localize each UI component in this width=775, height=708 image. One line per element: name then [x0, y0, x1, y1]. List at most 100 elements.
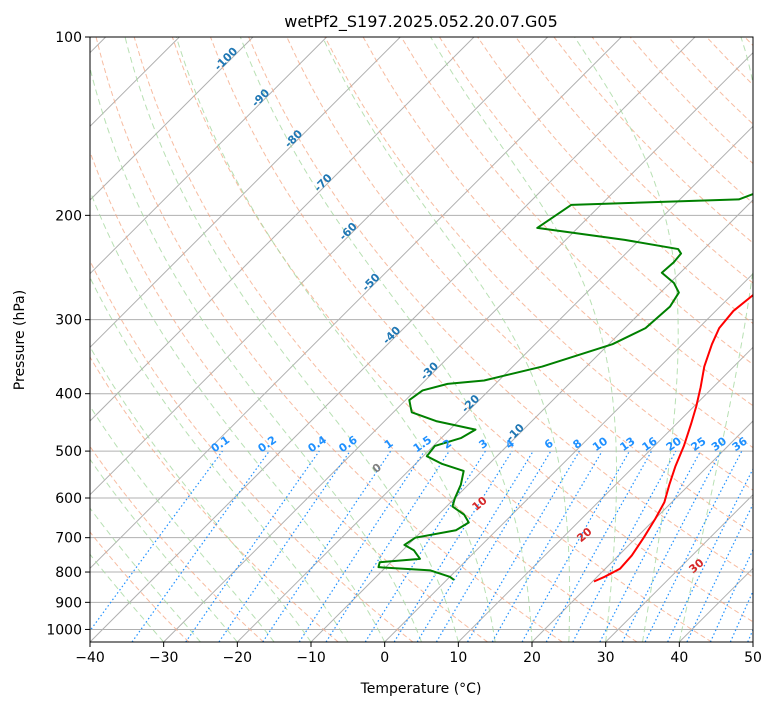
dry-adiabat-line: [515, 37, 753, 284]
isotherm-line: [90, 37, 622, 570]
moist-adiabat-line: [239, 37, 533, 642]
moist-adiabat-line: [90, 189, 386, 642]
dry-adiabat-line: [90, 531, 190, 642]
isotherm-line: [90, 37, 254, 201]
y-tick-label: 900: [55, 595, 82, 611]
mixing-ratio-line: [325, 450, 450, 642]
dry-adiabat-label: 30: [686, 556, 706, 576]
isotherm-line: [90, 37, 475, 422]
mixing-ratio-line: [667, 467, 753, 642]
moist-adiabat-line: [90, 345, 312, 642]
dry-adiabat-line: [90, 356, 339, 642]
dry-adiabat-line: [90, 150, 488, 642]
dry-adiabat-line: [439, 37, 753, 366]
mixing-ratio-line: [90, 450, 223, 632]
isotherm-label: -90: [249, 86, 272, 109]
dry-adiabat-line: [668, 37, 753, 125]
mixing-ratio-line: [709, 548, 753, 642]
mixing-ratio-line: [131, 450, 270, 642]
chart-title: wetPf2_S197.2025.052.20.07.G05: [284, 12, 558, 32]
moist-adiabat-line: [90, 405, 275, 642]
x-axis-label: Temperature (°C): [360, 681, 482, 697]
background-lines: [90, 37, 753, 642]
dry-adiabat-line: [95, 37, 563, 642]
mixing-ratio-line: [435, 450, 552, 642]
moist-adiabat-line: [175, 37, 496, 642]
x-tick-label: −20: [223, 650, 253, 666]
y-tick-label: 200: [55, 208, 82, 224]
isotherm-label: -20: [459, 392, 482, 415]
y-tick-label: 100: [55, 30, 82, 46]
x-tick-label: −10: [296, 650, 326, 666]
moist-adiabat-line: [90, 458, 238, 642]
isotherm-line: [163, 51, 753, 642]
moist-adiabat-line: [90, 66, 422, 642]
x-tick-label: 50: [744, 650, 762, 666]
x-tick-label: 40: [670, 650, 688, 666]
x-tick-label: −30: [149, 650, 179, 666]
dry-adiabat-label: 0: [370, 461, 384, 476]
mixing-ratio-line: [185, 450, 320, 642]
x-tick-label: 20: [523, 650, 541, 666]
y-tick-label: 700: [55, 531, 82, 547]
x-tick-label: 30: [597, 650, 615, 666]
dewpoint-profile-line: [377, 193, 753, 581]
axes: −40 −30 −20 −10 0 10 20 30 40 5010020030040050060…: [46, 30, 762, 666]
mixing-ratio-line: [747, 628, 753, 642]
moist-adiabat-line: [90, 507, 201, 642]
isotherm-label: -80: [282, 127, 305, 150]
dry-adiabat-line: [706, 37, 753, 86]
mixing-ratio-line: [545, 450, 653, 642]
isotherm-line: [90, 37, 401, 349]
mixing-ratio-line: [572, 450, 677, 642]
plot-frame: [89, 36, 754, 643]
mixing-ratio-line: [416, 450, 534, 642]
y-tick-label: 300: [55, 313, 82, 329]
moist-adiabat-line: [430, 37, 618, 642]
dry-adiabat-line: [90, 445, 264, 642]
y-axis-label: Pressure (hPa): [12, 290, 28, 390]
isotherm-label: -50: [359, 270, 382, 293]
mixing-ratio-line: [262, 450, 392, 642]
moist-adiabat-line: [90, 553, 165, 642]
isotherm-label: -100: [212, 44, 241, 73]
moist-adiabat-line: [678, 37, 753, 642]
mixing-ratio-label: 1: [382, 437, 396, 452]
dry-adiabat-line: [210, 37, 753, 623]
mixing-ratio-line: [218, 450, 351, 642]
moist-adiabat-line: [90, 276, 349, 642]
dry-adiabat-line: [90, 259, 414, 642]
mixing-ratio-line: [644, 450, 743, 642]
temperature-profile-line: [593, 293, 753, 583]
isotherm-line: [90, 37, 549, 496]
mixing-ratio-label: 2: [440, 437, 454, 452]
dry-adiabat-label: 20: [574, 525, 594, 545]
isotherm-line: [531, 420, 753, 642]
mixing-ratio-line: [521, 450, 631, 642]
series-layer: [377, 193, 753, 583]
moist-adiabat-line: [574, 37, 679, 642]
isotherm-line: [457, 346, 753, 642]
mixing-ratio-label: 0.1: [209, 433, 232, 455]
mixing-ratio-line: [393, 450, 513, 642]
y-tick-label: 800: [55, 565, 82, 581]
y-tick-label: 400: [55, 387, 82, 403]
mixing-ratio-label: 0.4: [306, 433, 330, 455]
x-tick-label: 10: [449, 650, 467, 666]
mixing-ratio-label: 0.6: [336, 433, 360, 455]
mixing-ratio-line: [298, 450, 425, 642]
isotherm-label: -60: [337, 220, 360, 243]
isotherm-line: [605, 493, 753, 642]
isotherm-label: -70: [312, 171, 335, 194]
dry-adiabat-line: [400, 37, 753, 407]
mixing-ratio-line: [599, 450, 702, 642]
y-tick-label: 500: [55, 444, 82, 460]
mixing-ratio-line: [686, 502, 753, 642]
dry-adiabat-line: [744, 37, 753, 47]
dry-adiabat-line: [133, 37, 638, 642]
isotherm-line: [752, 641, 753, 642]
dry-adiabat-label: 10: [470, 494, 490, 514]
isotherm-line: [90, 37, 328, 275]
isotherm-line: [678, 567, 753, 642]
